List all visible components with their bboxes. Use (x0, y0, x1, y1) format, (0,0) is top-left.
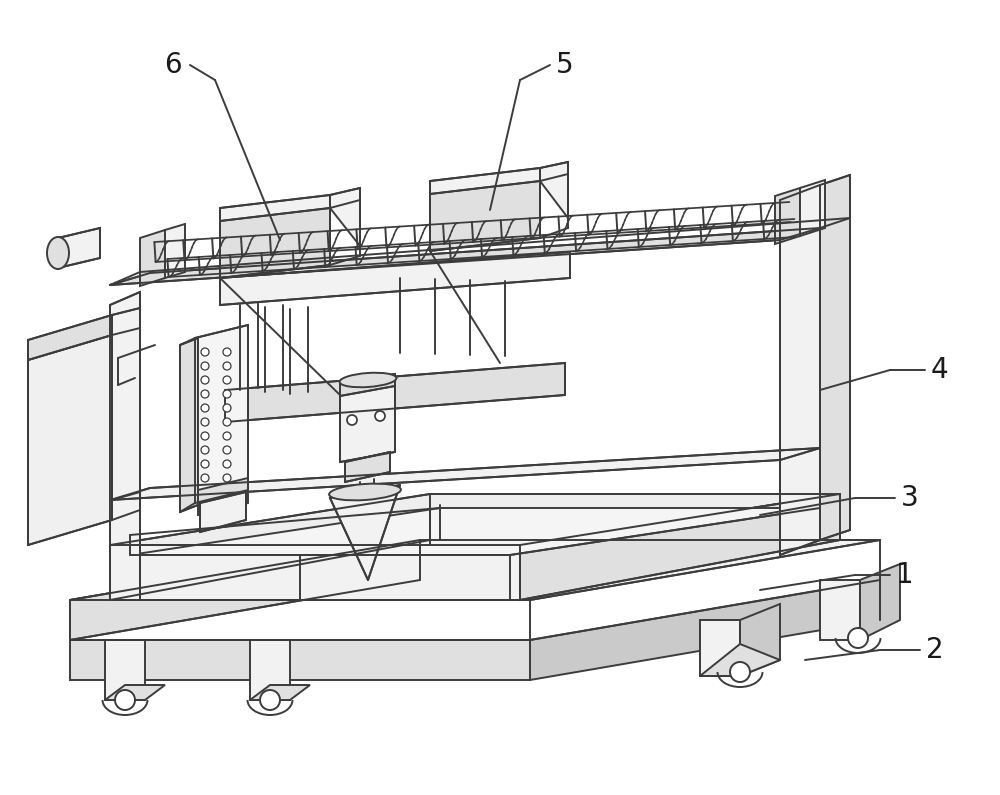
Circle shape (260, 690, 280, 710)
Polygon shape (250, 685, 310, 700)
Polygon shape (430, 168, 540, 194)
Polygon shape (198, 478, 248, 515)
Polygon shape (105, 685, 165, 700)
Circle shape (201, 460, 209, 468)
Circle shape (223, 432, 231, 440)
Circle shape (848, 628, 868, 648)
Polygon shape (225, 363, 565, 422)
Polygon shape (540, 162, 568, 218)
Polygon shape (700, 620, 740, 676)
Circle shape (201, 432, 209, 440)
Circle shape (223, 474, 231, 482)
Polygon shape (520, 494, 840, 600)
Polygon shape (220, 252, 570, 305)
Text: 5: 5 (556, 51, 574, 79)
Polygon shape (250, 640, 290, 700)
Circle shape (223, 362, 231, 370)
Polygon shape (195, 325, 248, 503)
Polygon shape (800, 180, 825, 236)
Text: 6: 6 (164, 51, 182, 79)
Polygon shape (58, 228, 100, 268)
Circle shape (201, 474, 209, 482)
Polygon shape (430, 180, 540, 251)
Polygon shape (110, 448, 820, 500)
Circle shape (223, 460, 231, 468)
Circle shape (347, 415, 357, 425)
Polygon shape (860, 564, 900, 640)
Circle shape (223, 418, 231, 426)
Polygon shape (110, 228, 820, 285)
Circle shape (201, 362, 209, 370)
Circle shape (223, 404, 231, 412)
Polygon shape (220, 207, 330, 278)
Polygon shape (740, 604, 780, 676)
Circle shape (201, 376, 209, 384)
Polygon shape (180, 338, 198, 512)
Polygon shape (70, 640, 530, 680)
Circle shape (201, 418, 209, 426)
Circle shape (201, 348, 209, 356)
Polygon shape (165, 224, 185, 278)
Ellipse shape (329, 483, 401, 500)
Circle shape (201, 404, 209, 412)
Polygon shape (28, 335, 112, 545)
Polygon shape (775, 188, 800, 244)
Circle shape (115, 690, 135, 710)
Polygon shape (110, 292, 140, 600)
Polygon shape (340, 385, 395, 462)
Text: 2: 2 (926, 636, 944, 664)
Text: 4: 4 (931, 356, 949, 384)
Circle shape (223, 390, 231, 398)
Polygon shape (330, 188, 360, 246)
Polygon shape (780, 185, 820, 555)
Polygon shape (820, 580, 860, 640)
Polygon shape (105, 640, 145, 700)
Polygon shape (220, 195, 330, 221)
Polygon shape (70, 540, 880, 600)
Circle shape (201, 390, 209, 398)
Circle shape (223, 376, 231, 384)
Polygon shape (530, 580, 880, 680)
Polygon shape (130, 508, 820, 555)
Circle shape (375, 411, 385, 421)
Circle shape (223, 348, 231, 356)
Polygon shape (28, 315, 112, 360)
Polygon shape (820, 175, 850, 540)
Circle shape (730, 662, 750, 682)
Polygon shape (330, 485, 400, 580)
Polygon shape (340, 374, 395, 396)
Text: 3: 3 (901, 484, 919, 512)
Polygon shape (110, 545, 520, 600)
Polygon shape (700, 644, 780, 676)
Polygon shape (110, 535, 130, 565)
Polygon shape (200, 492, 246, 532)
Polygon shape (112, 308, 140, 520)
Text: 1: 1 (896, 561, 914, 589)
Ellipse shape (47, 237, 69, 269)
Circle shape (223, 446, 231, 454)
Circle shape (201, 446, 209, 454)
Ellipse shape (340, 373, 396, 387)
Polygon shape (110, 494, 840, 545)
Polygon shape (345, 452, 390, 482)
Polygon shape (70, 540, 420, 640)
Polygon shape (140, 230, 165, 286)
